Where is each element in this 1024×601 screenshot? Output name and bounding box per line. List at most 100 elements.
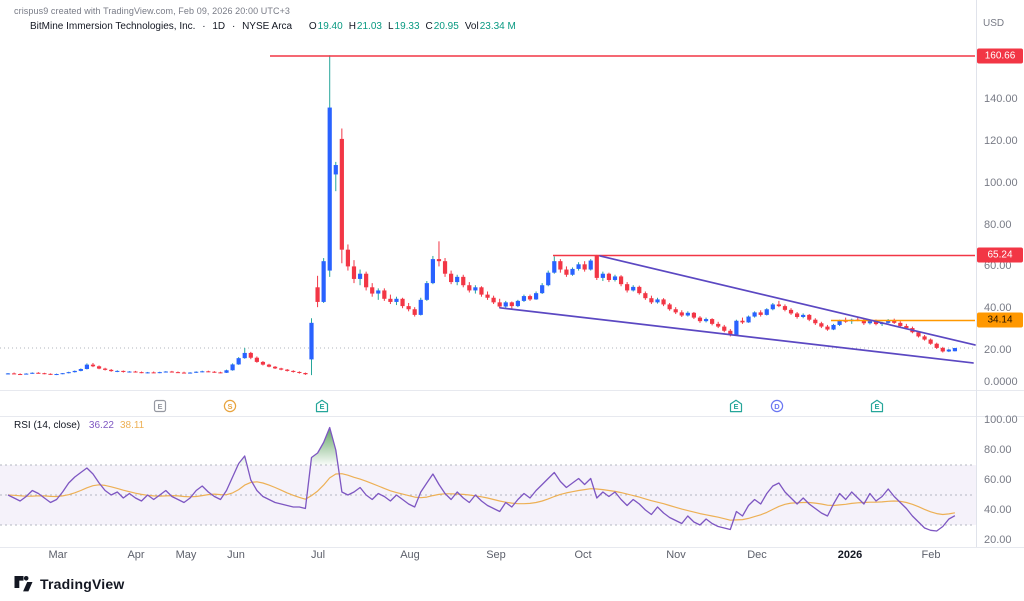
candle-body[interactable] xyxy=(637,286,642,294)
candle-body[interactable] xyxy=(90,364,96,367)
candle-body[interactable] xyxy=(84,364,90,370)
candle-body[interactable] xyxy=(928,339,933,344)
candle-body[interactable] xyxy=(734,320,739,335)
candle-body[interactable] xyxy=(813,319,818,324)
candle-body[interactable] xyxy=(643,293,648,299)
candle-body[interactable] xyxy=(449,273,454,283)
candle-body[interactable] xyxy=(400,298,405,307)
trendline[interactable] xyxy=(499,306,974,364)
candle-body[interactable] xyxy=(570,268,575,275)
split-marker[interactable]: S xyxy=(223,399,237,413)
candle-body[interactable] xyxy=(946,349,951,352)
candle-body[interactable] xyxy=(467,285,472,291)
candle-body[interactable] xyxy=(54,374,59,376)
candle-body[interactable] xyxy=(230,364,235,371)
candle-body[interactable] xyxy=(127,371,132,373)
candle-body[interactable] xyxy=(546,272,551,286)
pane-separator[interactable] xyxy=(0,416,1024,417)
candle-body[interactable] xyxy=(212,371,217,373)
candle-body[interactable] xyxy=(175,372,181,374)
candle-body[interactable] xyxy=(503,302,508,307)
price-level-label[interactable]: 65.24 xyxy=(977,247,1023,263)
candle-body[interactable] xyxy=(279,368,284,370)
candle-body[interactable] xyxy=(48,373,53,375)
candle-body[interactable] xyxy=(103,368,108,370)
candle-body[interactable] xyxy=(242,352,247,359)
candle-body[interactable] xyxy=(72,370,77,373)
candle-body[interactable] xyxy=(940,347,945,352)
candle-body[interactable] xyxy=(436,259,442,262)
candle-body[interactable] xyxy=(370,287,375,294)
earnings-marker[interactable]: E xyxy=(870,399,884,413)
candle-body[interactable] xyxy=(758,312,763,315)
candle-body[interactable] xyxy=(424,283,429,300)
candle-body[interactable] xyxy=(873,320,879,325)
candle-body[interactable] xyxy=(11,373,17,375)
price-level-label[interactable]: 34.14 xyxy=(977,312,1023,328)
candle-body[interactable] xyxy=(169,371,174,373)
candle-body[interactable] xyxy=(600,273,605,278)
candle-body[interactable] xyxy=(540,285,545,294)
candle-body[interactable] xyxy=(631,286,636,291)
candle-body[interactable] xyxy=(795,313,800,317)
candle-body[interactable] xyxy=(952,348,958,352)
candle-body[interactable] xyxy=(770,304,775,310)
candle-body[interactable] xyxy=(552,261,557,273)
candle-body[interactable] xyxy=(898,322,903,326)
candle-body[interactable] xyxy=(892,320,897,323)
candle-body[interactable] xyxy=(24,373,29,375)
candle-body[interactable] xyxy=(455,276,460,283)
candle-body[interactable] xyxy=(515,300,520,307)
candle-body[interactable] xyxy=(218,372,223,374)
candle-body[interactable] xyxy=(916,332,921,337)
candle-body[interactable] xyxy=(625,284,630,291)
candle-body[interactable] xyxy=(867,320,873,324)
candle-body[interactable] xyxy=(606,273,612,280)
candle-body[interactable] xyxy=(109,369,114,372)
candle-body[interactable] xyxy=(194,371,199,373)
candle-body[interactable] xyxy=(339,138,344,250)
candle-body[interactable] xyxy=(667,304,672,310)
candle-body[interactable] xyxy=(485,294,490,298)
candle-body[interactable] xyxy=(922,336,927,340)
candle-body[interactable] xyxy=(728,330,733,335)
candle-body[interactable] xyxy=(151,372,156,374)
candle-body[interactable] xyxy=(527,296,533,300)
candle-body[interactable] xyxy=(618,276,624,285)
candle-body[interactable] xyxy=(661,299,666,305)
candle-body[interactable] xyxy=(382,290,387,299)
candle-body[interactable] xyxy=(588,260,593,270)
candle-body[interactable] xyxy=(612,276,618,280)
candle-body[interactable] xyxy=(200,371,205,373)
candle-body[interactable] xyxy=(297,371,302,373)
candle-body[interactable] xyxy=(5,373,11,375)
candle-body[interactable] xyxy=(861,320,866,324)
candle-body[interactable] xyxy=(121,370,126,372)
candle-body[interactable] xyxy=(139,372,144,374)
candle-body[interactable] xyxy=(740,320,745,323)
candle-body[interactable] xyxy=(703,319,709,322)
earnings-marker[interactable]: E xyxy=(729,399,743,413)
candle-body[interactable] xyxy=(825,326,830,330)
rsi-ma-line[interactable] xyxy=(7,473,956,521)
candle-body[interactable] xyxy=(934,343,939,348)
candle-body[interactable] xyxy=(333,165,338,175)
candle-body[interactable] xyxy=(30,372,35,374)
candle-body[interactable] xyxy=(831,324,836,330)
candle-body[interactable] xyxy=(533,293,539,300)
candle-body[interactable] xyxy=(886,320,891,323)
candle-body[interactable] xyxy=(266,364,272,367)
candle-body[interactable] xyxy=(78,369,83,371)
candle-body[interactable] xyxy=(807,314,812,320)
candle-body[interactable] xyxy=(315,287,320,302)
candle-body[interactable] xyxy=(461,276,466,286)
candle-body[interactable] xyxy=(491,297,496,303)
candle-body[interactable] xyxy=(303,372,308,375)
candle-body[interactable] xyxy=(157,372,162,374)
candle-body[interactable] xyxy=(673,309,678,313)
candle-body[interactable] xyxy=(224,370,229,373)
trendline[interactable] xyxy=(599,255,976,346)
candle-body[interactable] xyxy=(582,264,587,270)
candle-body[interactable] xyxy=(364,273,369,288)
candle-body[interactable] xyxy=(188,372,193,374)
